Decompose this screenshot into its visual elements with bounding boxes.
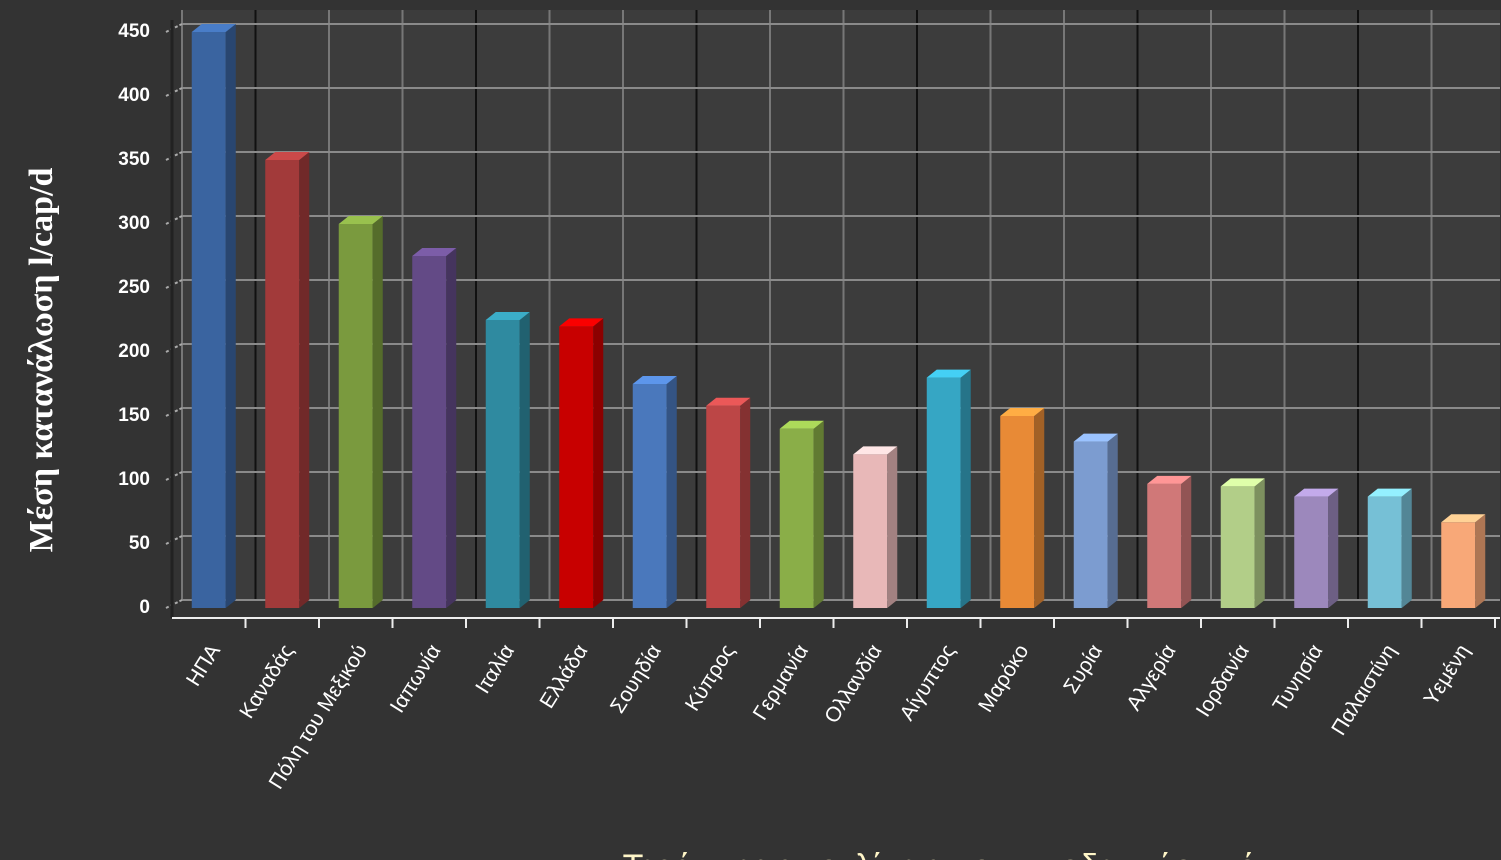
bar <box>1073 441 1108 608</box>
bar <box>559 326 594 608</box>
bar-top <box>338 216 383 224</box>
bar <box>1367 496 1402 608</box>
bar-top <box>853 446 898 455</box>
bar-side <box>593 318 604 608</box>
bar-top <box>926 369 971 378</box>
bar-side <box>1107 433 1118 608</box>
bar-side <box>740 397 751 608</box>
bar-top <box>191 24 236 32</box>
bar <box>338 224 373 608</box>
bar-top <box>412 248 457 256</box>
y-tick-label: 350 <box>118 149 150 170</box>
y-tick-label: 450 <box>118 21 150 42</box>
y-tick-label: 150 <box>118 405 150 426</box>
tick-mark <box>165 599 183 609</box>
bar-side <box>1475 514 1486 608</box>
tick-mark <box>165 215 183 225</box>
bar-side <box>1034 408 1045 608</box>
bar-side <box>519 312 530 608</box>
y-tick-label: 250 <box>118 277 150 298</box>
bar <box>1220 486 1255 608</box>
bar-side <box>960 369 971 608</box>
bar-side <box>666 376 677 608</box>
bar-side <box>372 216 383 608</box>
tick-mark <box>165 87 183 97</box>
y-tick-label: 400 <box>118 85 150 106</box>
bar-side <box>225 24 236 608</box>
bar-top <box>779 420 824 429</box>
bar-top <box>1000 408 1045 416</box>
bar-top <box>559 318 604 327</box>
bar-top <box>265 152 310 160</box>
tick-mark <box>165 151 183 161</box>
bar-top <box>1367 488 1412 497</box>
bar-top <box>706 397 751 406</box>
bar <box>779 428 814 608</box>
tick-mark <box>165 23 183 33</box>
bar-top <box>1073 433 1118 442</box>
tick-mark <box>165 407 183 417</box>
y-tick-label: 50 <box>129 533 150 554</box>
y-tick-label: 300 <box>118 213 150 234</box>
bar-top <box>632 376 677 384</box>
bar-side <box>1401 488 1412 608</box>
bar-side <box>446 248 457 608</box>
bar-top <box>1294 488 1339 497</box>
bar <box>1294 496 1329 608</box>
chart-title: Τεράστιες αποκλίσεις που υποδεικνύουν ότ… <box>623 848 1278 860</box>
y-axis-label: Μέση κατανάλωση l/cap/d <box>23 168 60 553</box>
tick-mark <box>165 343 183 353</box>
bar-side <box>1254 478 1265 608</box>
bar <box>632 384 667 608</box>
bar-side <box>887 446 898 608</box>
bar-top <box>485 312 530 320</box>
bar-side <box>299 152 310 608</box>
bar-side <box>813 420 824 608</box>
bar-top <box>1441 514 1486 523</box>
bar <box>412 256 447 608</box>
bar <box>706 405 741 608</box>
bar <box>265 160 300 608</box>
bar <box>926 377 961 608</box>
bar <box>485 320 520 608</box>
bar-side <box>1328 488 1339 608</box>
tick-mark <box>165 535 183 545</box>
bar <box>853 454 888 608</box>
bar <box>1441 522 1476 608</box>
bar <box>1000 416 1035 608</box>
tick-mark <box>165 471 183 481</box>
bar-top <box>1220 478 1265 487</box>
tick-mark <box>165 279 183 289</box>
bar <box>191 32 226 608</box>
bar-side <box>1181 475 1192 608</box>
y-tick-label: 0 <box>139 597 150 618</box>
y-tick-label: 100 <box>118 469 150 490</box>
bar-top <box>1147 475 1192 484</box>
y-tick-label: 200 <box>118 341 150 362</box>
bar <box>1147 483 1182 608</box>
